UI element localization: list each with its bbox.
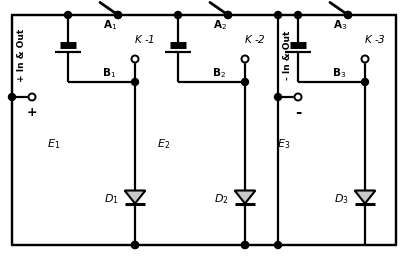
Circle shape [29, 94, 35, 100]
Text: -: - [295, 106, 301, 121]
Circle shape [242, 56, 248, 62]
Circle shape [131, 242, 138, 249]
Text: B$_2$: B$_2$ [212, 66, 226, 80]
Circle shape [131, 56, 138, 62]
Text: - In & Out: - In & Out [282, 30, 291, 80]
Text: $E_3$: $E_3$ [277, 137, 290, 151]
Circle shape [242, 242, 248, 249]
Text: $E_1$: $E_1$ [47, 137, 61, 151]
Text: $E_2$: $E_2$ [157, 137, 171, 151]
Text: A$_1$: A$_1$ [103, 18, 117, 32]
Text: +: + [27, 106, 37, 120]
Text: $K$ -2: $K$ -2 [244, 33, 266, 45]
Text: $K$ -3: $K$ -3 [364, 33, 386, 45]
Circle shape [275, 12, 282, 19]
Text: + In & Out: + In & Out [16, 28, 25, 82]
Circle shape [224, 12, 231, 19]
Circle shape [115, 12, 122, 19]
Circle shape [275, 242, 282, 249]
Circle shape [295, 12, 302, 19]
Circle shape [9, 94, 16, 100]
Circle shape [131, 242, 138, 249]
Text: B$_3$: B$_3$ [332, 66, 346, 80]
Circle shape [361, 78, 368, 86]
Circle shape [242, 78, 248, 86]
Circle shape [131, 78, 138, 86]
Circle shape [175, 12, 182, 19]
Circle shape [344, 12, 352, 19]
Circle shape [275, 94, 282, 100]
Text: $K$ -1: $K$ -1 [135, 33, 155, 45]
Circle shape [344, 12, 352, 19]
Circle shape [224, 12, 231, 19]
Polygon shape [235, 190, 255, 204]
Circle shape [242, 242, 248, 249]
Text: $D_3$: $D_3$ [334, 192, 349, 206]
Text: $D_2$: $D_2$ [214, 192, 229, 206]
Text: A$_2$: A$_2$ [213, 18, 227, 32]
Circle shape [64, 12, 71, 19]
Circle shape [361, 56, 368, 62]
Polygon shape [124, 190, 145, 204]
Text: $D_1$: $D_1$ [104, 192, 119, 206]
Text: A$_3$: A$_3$ [333, 18, 347, 32]
Bar [12, 15, 396, 245]
Polygon shape [355, 190, 375, 204]
Circle shape [115, 12, 122, 19]
Text: B$_1$: B$_1$ [102, 66, 116, 80]
Circle shape [295, 94, 302, 100]
